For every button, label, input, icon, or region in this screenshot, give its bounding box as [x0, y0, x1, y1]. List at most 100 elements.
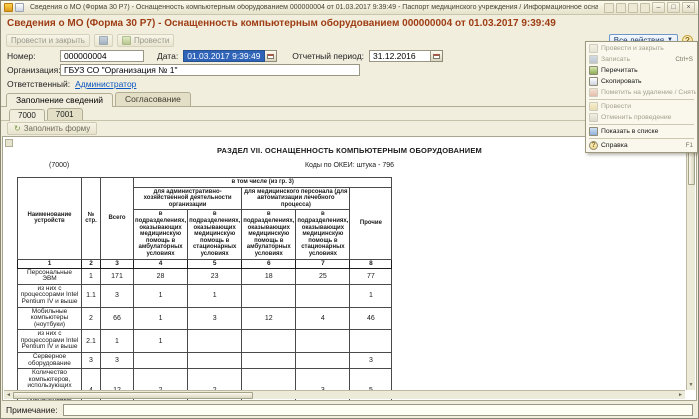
device-name-cell[interactable]: из них с процессорами Intel Pentium IV и…	[17, 283, 82, 308]
service-memo-icon[interactable]	[640, 2, 650, 13]
service-links-icon[interactable]	[628, 2, 638, 13]
device-name-cell[interactable]: Мобильные компьютеры (ноутбуки)	[17, 306, 82, 331]
column-number-cell: 5	[187, 258, 243, 269]
menu-item[interactable]: Показать в списке	[587, 126, 696, 137]
value-cell[interactable]: 1	[132, 329, 189, 354]
responsible-link[interactable]: Администратор	[75, 78, 137, 89]
value-cell[interactable]: 1	[100, 329, 134, 354]
note-input[interactable]	[62, 403, 693, 416]
all-actions-menu: Провести и закрыть Записать Ctrl+S Перечита…	[585, 41, 698, 153]
value-cell[interactable]: 1	[81, 267, 101, 285]
value-cell[interactable]: 18	[241, 267, 297, 285]
col-header-including: в том числе (из гр. 3)	[132, 177, 393, 188]
value-cell[interactable]: 1	[187, 283, 243, 308]
value-cell[interactable]	[132, 352, 189, 370]
tab-approval[interactable]: Согласование	[115, 92, 191, 106]
menu-item-shortcut: Ctrl+S	[675, 56, 693, 63]
post-label: Провести	[133, 35, 170, 45]
value-cell[interactable]	[241, 352, 297, 370]
menu-item: Отменить проведение	[587, 112, 696, 123]
value-cell[interactable]: 77	[349, 267, 393, 285]
device-name-cell[interactable]: Персональные ЭВМ	[17, 267, 82, 285]
period-calendar-icon[interactable]	[431, 50, 444, 62]
value-cell[interactable]: 12	[241, 306, 297, 331]
horizontal-scrollbar[interactable]: ◄ ►	[4, 390, 685, 399]
menu-item-label: Пометить на удаление / Снять пометку	[601, 89, 696, 96]
value-cell[interactable]: 23	[187, 267, 243, 285]
value-cell[interactable]: 3	[100, 283, 134, 308]
post-and-close-button[interactable]: Провести и закрыть	[6, 33, 90, 47]
value-cell[interactable]: 28	[132, 267, 189, 285]
value-cell[interactable]: 3	[187, 306, 243, 331]
menu-item[interactable]: Скопировать	[587, 76, 696, 87]
value-cell[interactable]: 171	[100, 267, 134, 285]
table-row: Серверное оборудование 3 3 3	[17, 352, 393, 370]
value-cell[interactable]: 4	[295, 306, 351, 331]
report-table-body: Персональные ЭВМ 1 171 28 23 18 25 77 из них с п…	[17, 267, 393, 400]
value-cell[interactable]: 25	[295, 267, 351, 285]
value-cell[interactable]: 1	[132, 306, 189, 331]
note-row: Примечание:	[1, 401, 698, 418]
post-button[interactable]: Провести	[116, 33, 175, 47]
number-input[interactable]: 000000004	[60, 50, 144, 62]
value-cell[interactable]: 46	[349, 306, 393, 331]
service-calculator-icon[interactable]	[616, 2, 626, 13]
col-header-medical-group: для медицинского персонала (для автомати…	[241, 186, 351, 211]
value-cell[interactable]: 3	[349, 352, 393, 370]
device-name-cell[interactable]: Серверное оборудование	[17, 352, 82, 370]
fill-form-button[interactable]: ↻ Заполнить форму	[7, 122, 98, 135]
tab-fill-info[interactable]: Заполнение сведений	[6, 93, 114, 107]
menu-item-label: Записать	[601, 56, 631, 63]
document-icon	[15, 3, 24, 12]
value-cell[interactable]: 2	[81, 306, 101, 331]
chevron-down-icon: ▼	[667, 37, 673, 43]
post-and-close-icon	[589, 44, 598, 53]
service-calendar-icon[interactable]	[604, 2, 614, 13]
menu-separator	[589, 124, 694, 125]
value-cell[interactable]	[187, 352, 243, 370]
value-cell[interactable]: 3	[100, 352, 134, 370]
column-number-cell: 1	[17, 258, 82, 269]
scroll-right-icon[interactable]: ►	[678, 392, 683, 398]
value-cell[interactable]	[187, 329, 243, 354]
date-input[interactable]: 01.03.2017 9:39:49	[183, 50, 266, 62]
scroll-left-icon[interactable]: ◄	[6, 392, 11, 398]
menu-item[interactable]: Перечитать	[587, 65, 696, 76]
value-cell[interactable]: 66	[100, 306, 134, 331]
sheet-corner-box[interactable]	[5, 139, 13, 147]
close-icon[interactable]: ×	[682, 2, 695, 13]
value-cell[interactable]	[241, 329, 297, 354]
col-header-line-no: № стр.	[81, 177, 101, 260]
spreadsheet-area[interactable]: РАЗДЕЛ VII. ОСНАЩЕННОСТЬ КОМПЬЮТЕРНЫМ ОБ…	[2, 136, 697, 401]
menu-item[interactable]: ? Справка F1	[587, 140, 696, 151]
value-cell[interactable]	[295, 283, 351, 308]
tab-7000[interactable]: 7000	[9, 109, 45, 121]
value-cell[interactable]	[241, 283, 297, 308]
value-cell[interactable]: 1	[132, 283, 189, 308]
date-calendar-icon[interactable]	[265, 50, 278, 62]
value-cell[interactable]	[295, 352, 351, 370]
save-button[interactable]	[93, 33, 113, 47]
tab-7001[interactable]: 7001	[46, 108, 83, 120]
menu-item-label: Скопировать	[601, 78, 642, 85]
value-cell[interactable]	[295, 329, 351, 354]
value-cell[interactable]: 3	[81, 352, 101, 370]
maximize-icon[interactable]: □	[667, 2, 680, 13]
main-tabs: Заполнение сведений Согласование	[1, 92, 698, 107]
column-number-cell: 8	[349, 258, 393, 269]
device-name-cell[interactable]: из них с процессорами Intel Pentium IV и…	[17, 329, 82, 354]
value-cell[interactable]: 2.1	[81, 329, 101, 354]
value-cell[interactable]: 1.1	[81, 283, 101, 308]
value-cell[interactable]: 1	[349, 283, 393, 308]
post-icon	[121, 35, 131, 45]
period-input[interactable]: 31.12.2016	[369, 50, 432, 62]
value-cell[interactable]	[349, 329, 393, 354]
post-and-close-label: Провести и закрыть	[11, 35, 85, 45]
scroll-down-icon[interactable]: ▼	[688, 382, 694, 388]
vertical-scrollbar[interactable]: ▲ ▼	[686, 138, 695, 390]
table-row: Мобильные компьютеры (ноутбуки) 2 66 1 3 12 4 4…	[17, 306, 393, 331]
organization-input[interactable]: ГБУЗ СО "Организация № 1"	[60, 64, 360, 76]
minimize-icon[interactable]: –	[652, 2, 665, 13]
horizontal-scroll-thumb[interactable]	[13, 391, 253, 399]
